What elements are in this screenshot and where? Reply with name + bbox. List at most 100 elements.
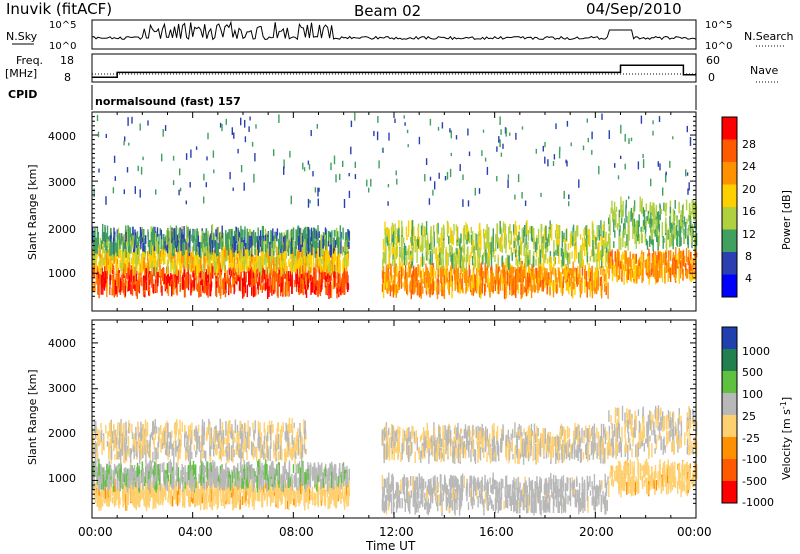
scatter-cell xyxy=(566,275,568,285)
scatter-cell xyxy=(186,257,188,265)
scatter-cell xyxy=(205,234,208,252)
scatter-cell xyxy=(455,135,458,140)
scatter-cell xyxy=(693,210,695,222)
scatter-cell xyxy=(333,155,336,165)
scatter-cell xyxy=(283,484,285,493)
scatter-cell xyxy=(236,229,239,241)
scatter-cell xyxy=(642,252,645,262)
scatter-cell xyxy=(521,227,523,244)
scatter-cell xyxy=(282,269,285,285)
scatter-cell xyxy=(152,284,155,294)
scatter-cell xyxy=(111,277,114,289)
scatter-cell xyxy=(537,286,539,294)
scatter-cell xyxy=(284,251,287,262)
scatter-cell xyxy=(582,145,585,151)
scatter-cell xyxy=(527,229,530,241)
scatter-cell xyxy=(184,253,187,268)
scatter-cell xyxy=(129,245,131,253)
scatter-cell xyxy=(445,249,447,266)
scatter-cell xyxy=(615,268,618,277)
scatter-cell xyxy=(99,494,102,502)
scatter-cell xyxy=(263,269,266,280)
scatter-cell xyxy=(302,279,304,293)
scatter-cell xyxy=(549,220,551,238)
scatter-cell xyxy=(113,227,115,241)
scatter-cell xyxy=(583,243,585,251)
scatter-cell xyxy=(106,232,108,239)
scatter-cell xyxy=(674,271,676,281)
scatter-cell xyxy=(384,229,387,243)
scatter-cell xyxy=(429,176,432,181)
scatter-cell xyxy=(233,284,235,295)
scatter-cell xyxy=(122,280,125,293)
scatter-cell xyxy=(484,278,487,293)
scatter-cell xyxy=(109,242,111,257)
scatter-cell xyxy=(103,490,105,501)
scatter-cell xyxy=(559,146,561,152)
scatter-cell xyxy=(185,250,187,257)
scatter-cell xyxy=(633,271,635,280)
scatter-cell xyxy=(450,251,452,262)
scatter-cell xyxy=(510,231,512,245)
scatter-cell xyxy=(510,271,512,283)
scatter-cell xyxy=(292,227,295,240)
scatter-cell xyxy=(468,262,470,278)
scatter-cell xyxy=(273,149,275,157)
scatter-cell xyxy=(442,282,444,290)
scatter-cell xyxy=(581,271,584,281)
scatter-cell xyxy=(632,206,635,217)
scatter-cell xyxy=(209,477,211,494)
scatter-cell xyxy=(135,494,137,504)
scatter-cell xyxy=(216,257,218,273)
scatter-cell xyxy=(657,237,659,243)
scatter-cell xyxy=(278,257,281,270)
scatter-cell xyxy=(501,244,503,253)
scatter-cell xyxy=(237,494,239,502)
scatter-cell xyxy=(562,252,564,267)
power-ytick-3000: 3000 xyxy=(48,176,76,189)
scatter-cell xyxy=(505,127,507,137)
scatter-cell xyxy=(462,174,464,180)
scatter-cell xyxy=(453,224,455,235)
scatter-cell xyxy=(669,160,671,168)
colorbar-block xyxy=(722,139,737,162)
scatter-cell xyxy=(535,250,538,258)
scatter-cell xyxy=(328,284,330,299)
scatter-cell xyxy=(262,267,264,282)
scatter-cell xyxy=(109,276,111,285)
scatter-cell xyxy=(428,243,431,251)
scatter-cell xyxy=(518,273,521,279)
scatter-cell xyxy=(497,273,500,282)
scatter-cell xyxy=(174,242,176,260)
scatter-cell xyxy=(219,285,221,296)
scatter-cell xyxy=(165,488,167,501)
scatter-cell xyxy=(403,255,406,266)
scatter-cell xyxy=(144,247,146,261)
scatter-cell xyxy=(528,277,530,288)
scatter-cell xyxy=(452,253,454,269)
scatter-cell xyxy=(638,214,640,227)
scatter-cell xyxy=(517,235,519,246)
scatter-cell xyxy=(613,241,615,248)
scatter-cell xyxy=(524,263,526,277)
scatter-cell xyxy=(622,230,624,248)
scatter-cell xyxy=(418,279,420,296)
scatter-cell xyxy=(282,285,285,296)
scatter-cell xyxy=(252,238,254,246)
scatter-cell xyxy=(676,217,678,227)
scatter-cell xyxy=(499,220,501,234)
scatter-cell xyxy=(553,240,555,257)
scatter-cell xyxy=(554,282,557,293)
scatter-cell xyxy=(312,171,314,177)
scatter-cell xyxy=(616,249,619,263)
scatter-cell xyxy=(460,284,462,291)
scatter-cell xyxy=(226,233,228,250)
scatter-cell xyxy=(533,268,535,277)
scatter-cell xyxy=(392,224,394,232)
scatter-cell xyxy=(588,268,590,276)
scatter-cell xyxy=(414,268,416,275)
scatter-cell xyxy=(395,243,398,259)
scatter-cell xyxy=(471,287,473,296)
scatter-cell xyxy=(123,141,125,146)
scatter-cell xyxy=(396,236,398,250)
